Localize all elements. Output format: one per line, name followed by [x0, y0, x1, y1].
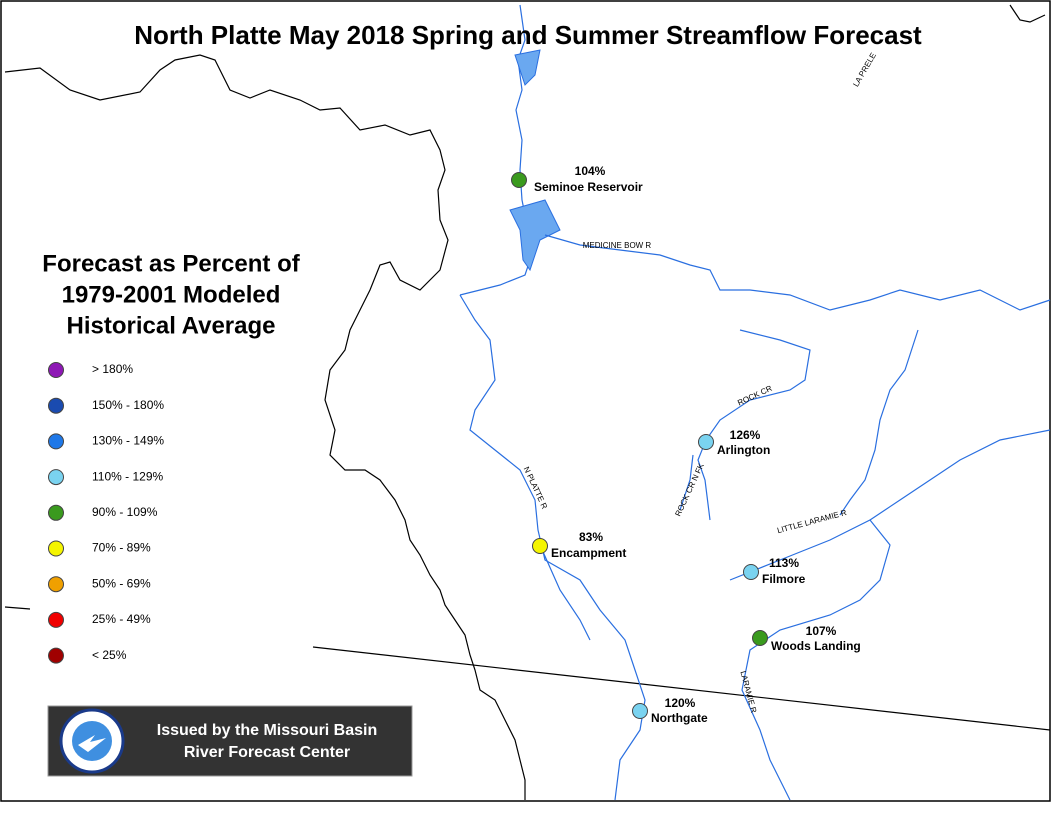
legend-swatch [48, 611, 64, 628]
boundaries [4, 4, 1051, 800]
legend-label: 70% - 89% [92, 541, 151, 555]
rivers [459, 4, 1051, 801]
station-percent: 83% [579, 530, 603, 544]
river [697, 329, 811, 521]
issued-box: Issued by the Missouri Basin River Forec… [47, 705, 413, 777]
station-percent: 104% [575, 164, 606, 178]
station-marker [752, 630, 768, 646]
stations: 104% Seminoe Reservoir 126%Arlington 83% Enc… [511, 164, 861, 725]
boundary-line [4, 606, 31, 610]
river [869, 429, 1051, 521]
river [459, 294, 646, 801]
station-name: Filmore [762, 572, 806, 586]
station-marker [532, 538, 548, 554]
legend-title: Historical Average [67, 312, 276, 339]
station-name: Encampment [551, 546, 626, 560]
station-name: Seminoe Reservoir [534, 180, 643, 194]
legend-label: 130% - 149% [92, 434, 164, 448]
legend-swatch [48, 504, 64, 521]
legend-label: 50% - 69% [92, 576, 151, 590]
station-percent: 113% [769, 556, 799, 570]
boundary-line [4, 54, 526, 800]
river-label: MEDICINE BOW R [583, 241, 652, 250]
legend-label: > 180% [92, 362, 133, 376]
reservoir [509, 49, 561, 272]
legend-swatch [48, 469, 64, 486]
map-frame [0, 0, 1051, 802]
legend-swatch [48, 576, 64, 593]
station-name: Northgate [651, 711, 708, 725]
nws-logo-bolt [78, 735, 106, 752]
legend-label: 150% - 180% [92, 398, 164, 412]
legend-swatch [48, 433, 64, 450]
station-marker [743, 564, 759, 580]
river [544, 234, 1051, 311]
station-marker [632, 703, 648, 719]
station-name: Woods Landing [771, 639, 861, 653]
river [839, 329, 919, 516]
legend-label: 90% - 109% [92, 505, 158, 519]
state-line [312, 646, 1051, 731]
river [539, 544, 591, 641]
legend-title: 1979-2001 Modeled [62, 281, 281, 308]
legend-label: 25% - 49% [92, 612, 151, 626]
boundary-line [1009, 4, 1046, 23]
legend-swatch [48, 540, 64, 557]
issued-text: Issued by the Missouri Basin [157, 722, 378, 739]
legend-label: < 25% [92, 648, 127, 662]
legend-title: Forecast as Percent of [42, 250, 300, 277]
river [679, 454, 694, 511]
nws-logo-inner [72, 721, 112, 761]
station-name: Arlington [717, 443, 770, 457]
river [729, 519, 891, 801]
station-percent: 107% [806, 624, 837, 638]
station-marker [511, 172, 527, 188]
station-marker [698, 434, 714, 450]
legend-swatch [48, 397, 64, 414]
legend-label: 110% - 129% [92, 469, 163, 483]
legend-swatch [48, 647, 64, 664]
issued-text: River Forecast Center [184, 744, 350, 761]
map-title: North Platte May 2018 Spring and Summer … [134, 20, 922, 50]
legend: Forecast as Percent of 1979-2001 Modeled H… [42, 250, 301, 664]
station-percent: 126% [730, 428, 761, 442]
legend-swatch [48, 362, 64, 378]
station-percent: 120% [665, 696, 696, 710]
